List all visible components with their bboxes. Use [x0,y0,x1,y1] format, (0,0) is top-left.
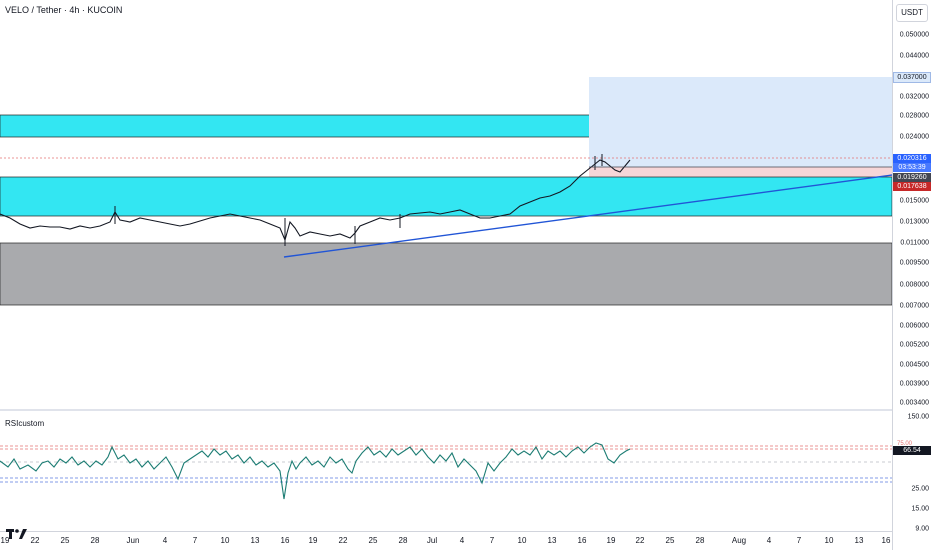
time-label: 10 [517,536,527,545]
time-label: 22 [338,536,348,545]
demand-zone[interactable] [0,242,892,306]
time-label: 19 [0,536,10,545]
time-axis[interactable]: 19 22 25 28 Jun 4 7 10 13 16 19 22 25 28… [0,531,892,551]
stop-zone[interactable] [589,167,892,177]
time-label: 28 [90,536,100,545]
rsi-tick: 150.00 [907,413,929,421]
tradingview-logo-icon[interactable] [6,527,28,541]
time-label: 22 [30,536,40,545]
rsi-tick: 15.00 [911,505,929,513]
entry-price-tag: 0.019260 [893,173,931,182]
rsi-title[interactable]: RSIcustom [5,419,45,428]
price-tick: 0.011000 [900,239,929,247]
price-tick: 0.004500 [899,361,929,369]
rsi-pane[interactable] [0,411,892,531]
time-label: Jul [426,536,438,545]
price-tick: 0.015000 [899,197,929,205]
countdown-tag: 03:53:39 [893,163,931,172]
rsi-series [0,442,631,500]
price-series [0,159,631,242]
price-tick: 0.007000 [899,302,929,310]
time-label: 19 [308,536,318,545]
price-tick: 0.024000 [899,133,929,141]
candle-wicks [114,154,603,246]
pane-separator[interactable] [0,409,932,411]
time-label: 13 [250,536,260,545]
time-label: 19 [606,536,616,545]
time-label: 16 [280,536,290,545]
current-price-tag: 0.020316 [893,154,931,163]
time-label: 7 [489,536,495,545]
time-label: 28 [695,536,705,545]
currency-button[interactable]: USDT [896,4,928,22]
time-label: Jun [126,536,140,545]
price-tick: 0.009500 [899,259,929,267]
price-tick: 0.003900 [899,380,929,388]
time-label: Aug [731,536,747,545]
time-label: 13 [547,536,557,545]
stop-price-tag: 0.017638 [893,182,931,191]
price-tick: 0.003400 [899,399,929,407]
target-price-tag: 0.037000 [893,72,931,83]
time-label: 10 [824,536,834,545]
price-chart-svg [0,77,892,306]
rsi-tick: 25.00 [911,485,929,493]
rsi-value-tag: 66.54 [893,446,931,455]
price-tick: 0.044000 [899,52,929,60]
time-label: 4 [766,536,772,545]
time-label: 28 [398,536,408,545]
time-label: 25 [60,536,70,545]
price-tick: 0.006000 [899,322,929,330]
price-tick: 0.050000 [899,31,929,39]
price-axis[interactable]: 0.050000 0.044000 0.032000 0.028000 0.02… [892,0,932,550]
trendline[interactable] [283,174,892,258]
time-label: 16 [577,536,587,545]
time-label: 7 [796,536,802,545]
time-label: 10 [220,536,230,545]
time-label: 4 [162,536,168,545]
price-tick: 0.032000 [899,93,929,101]
rsi-tick: 9.00 [915,525,929,533]
time-label: 16 [881,536,891,545]
rsi-svg [0,442,892,500]
price-chart-pane[interactable]: VELO / Tether · 4h · KUCOIN [0,0,892,409]
price-tick: 0.028000 [899,112,929,120]
rsi-overbought-tick: 75.00 [897,441,913,447]
target-zone[interactable] [589,77,892,167]
time-label: 22 [635,536,645,545]
time-label: 4 [459,536,465,545]
resistance-zone-lower[interactable] [0,176,892,217]
time-label: 13 [854,536,864,545]
price-tick: 0.013000 [899,218,929,226]
time-label: 7 [192,536,198,545]
price-tick: 0.008000 [899,281,929,289]
time-label: 25 [368,536,378,545]
price-tick: 0.005200 [899,341,929,349]
symbol-title[interactable]: VELO / Tether · 4h · KUCOIN [5,5,123,15]
time-label: 25 [665,536,675,545]
